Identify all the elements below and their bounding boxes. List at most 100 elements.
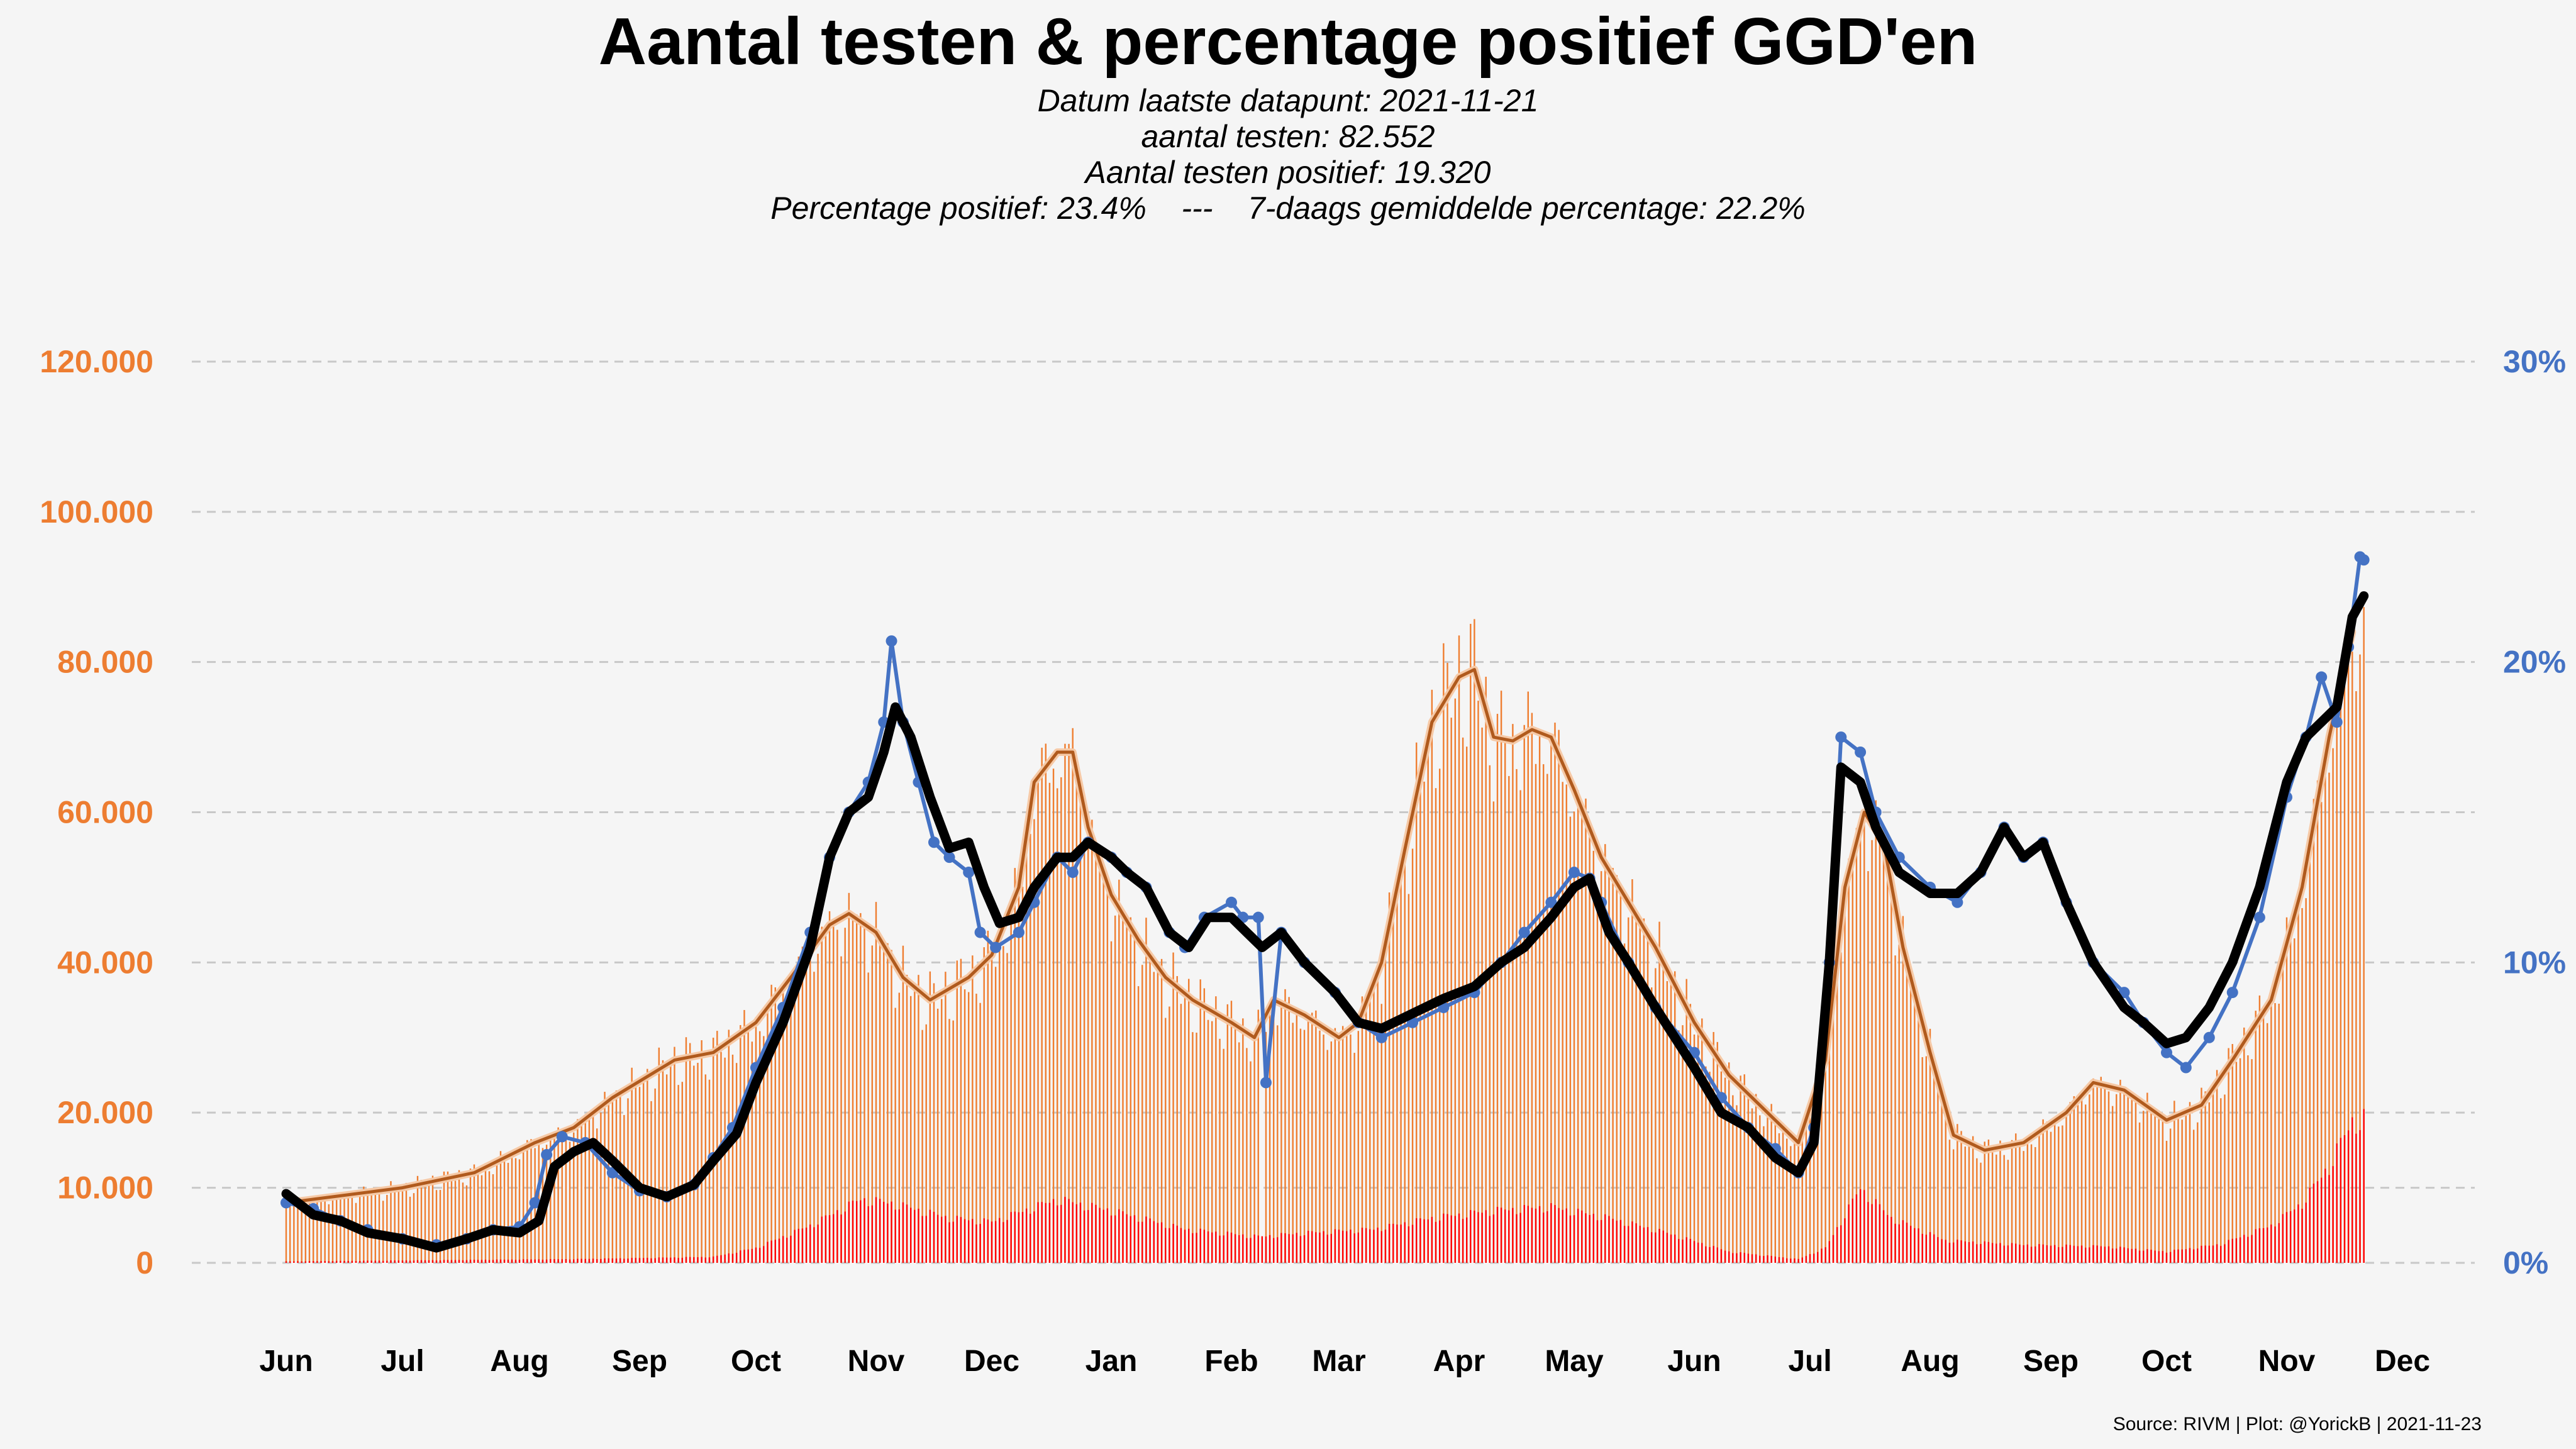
bar-positive xyxy=(507,1259,509,1263)
bar-tests xyxy=(1341,1026,1344,1263)
bar-positive xyxy=(1643,1227,1645,1263)
bar-positive xyxy=(390,1260,392,1263)
bar-positive xyxy=(1596,1220,1599,1263)
bar-positive xyxy=(1809,1254,1811,1263)
bar-tests xyxy=(790,996,792,1263)
pct-marker xyxy=(1855,746,1867,758)
bar-positive xyxy=(1697,1242,1699,1263)
bar-tests xyxy=(416,1175,419,1263)
bar-tests xyxy=(443,1171,445,1263)
bar-tests xyxy=(301,1205,303,1263)
bar-tests xyxy=(480,1175,483,1263)
bar-positive xyxy=(963,1219,966,1263)
bar-tests xyxy=(1855,828,1858,1263)
bar-positive xyxy=(496,1259,498,1263)
bar-positive xyxy=(1558,1208,1560,1263)
bar-positive xyxy=(824,1215,827,1263)
bar-positive xyxy=(1474,1210,1475,1263)
bar-tests xyxy=(623,1114,625,1263)
bar-positive xyxy=(1670,1235,1672,1263)
bar-positive xyxy=(1149,1218,1151,1263)
bar-tests xyxy=(2309,841,2311,1263)
bar-tests xyxy=(2143,1111,2145,1263)
bar-positive xyxy=(1079,1202,1082,1263)
bar-tests xyxy=(565,1135,567,1263)
bar-tests xyxy=(1755,1094,1757,1263)
bar-positive xyxy=(1361,1228,1363,1263)
x-tick-label: Jun xyxy=(259,1345,313,1378)
bar-tests xyxy=(1882,840,1885,1263)
bar-positive xyxy=(545,1259,548,1263)
bar-tests xyxy=(2019,1143,2021,1263)
bar-positive xyxy=(1666,1233,1668,1263)
bar-positive xyxy=(1535,1208,1537,1263)
bar-positive xyxy=(2270,1224,2272,1263)
bar-tests xyxy=(1079,804,1082,1263)
bar-positive xyxy=(1828,1241,1831,1263)
bar-tests xyxy=(945,972,947,1263)
bar-positive xyxy=(1404,1222,1406,1263)
y-left-tick-label: 80.000 xyxy=(57,645,153,680)
bar-tests xyxy=(2181,1119,2183,1263)
bar-positive xyxy=(2062,1246,2063,1263)
bar-positive xyxy=(936,1214,939,1263)
bar-positive xyxy=(991,1221,993,1263)
bar-tests xyxy=(1091,819,1093,1263)
bar-tests xyxy=(1219,1038,1221,1263)
bar-tests xyxy=(1740,1075,1741,1263)
bar-tests xyxy=(1980,1162,1982,1263)
bar-positive xyxy=(1740,1252,1741,1263)
bar-positive xyxy=(1805,1256,1807,1263)
bar-tests xyxy=(1813,1106,1815,1263)
bar-positive xyxy=(1095,1204,1097,1263)
bar-positive xyxy=(1546,1211,1548,1263)
bar-positive xyxy=(635,1258,637,1263)
bar-positive xyxy=(2258,1228,2261,1263)
bar-tests xyxy=(1984,1141,1985,1263)
bar-positive xyxy=(1045,1202,1047,1263)
bar-tests xyxy=(906,975,908,1263)
bar-tests xyxy=(910,996,912,1263)
pct-marker xyxy=(928,836,940,848)
bar-positive xyxy=(1751,1254,1753,1263)
bar-tests xyxy=(1619,894,1622,1263)
bar-positive xyxy=(2107,1246,2110,1263)
bar-tests xyxy=(1500,691,1502,1263)
bar-positive xyxy=(1041,1202,1043,1263)
bar-positive xyxy=(443,1260,445,1263)
bar-tests xyxy=(1087,842,1089,1263)
bar-positive xyxy=(596,1259,598,1263)
bar-tests xyxy=(1423,781,1425,1263)
bar-tests xyxy=(1326,1050,1328,1263)
bar-tests xyxy=(1033,819,1035,1263)
pct-marker xyxy=(1252,911,1264,923)
bar-tests xyxy=(975,994,977,1263)
bar-positive xyxy=(1470,1210,1472,1263)
bar-tests xyxy=(2062,1125,2063,1263)
bar-positive xyxy=(1797,1258,1799,1263)
bar-tests xyxy=(1246,1048,1248,1263)
bar-positive xyxy=(1226,1231,1229,1263)
bar-tests xyxy=(963,989,966,1263)
bar-tests xyxy=(891,950,892,1263)
bar-positive xyxy=(363,1260,365,1263)
bar-positive xyxy=(1976,1244,1978,1263)
bar-positive xyxy=(1176,1225,1178,1263)
bar-tests xyxy=(592,1116,594,1263)
bar-positive xyxy=(1118,1209,1120,1263)
bar-positive xyxy=(677,1258,679,1263)
bars-positive xyxy=(285,1109,2365,1263)
bar-positive xyxy=(2089,1247,2090,1263)
y-left-tick-label: 100.000 xyxy=(40,494,153,530)
bar-positive xyxy=(751,1248,753,1263)
bar-positive xyxy=(2289,1211,2292,1263)
bar-positive xyxy=(2169,1252,2172,1263)
bar-tests xyxy=(1867,871,1869,1263)
bar-positive xyxy=(2216,1244,2218,1263)
bar-positive xyxy=(297,1261,299,1263)
pct-marker xyxy=(1568,867,1580,879)
bar-positive xyxy=(1122,1211,1124,1263)
bar-positive xyxy=(1292,1234,1294,1263)
bar-positive xyxy=(1786,1258,1788,1263)
bar-tests xyxy=(328,1204,330,1263)
